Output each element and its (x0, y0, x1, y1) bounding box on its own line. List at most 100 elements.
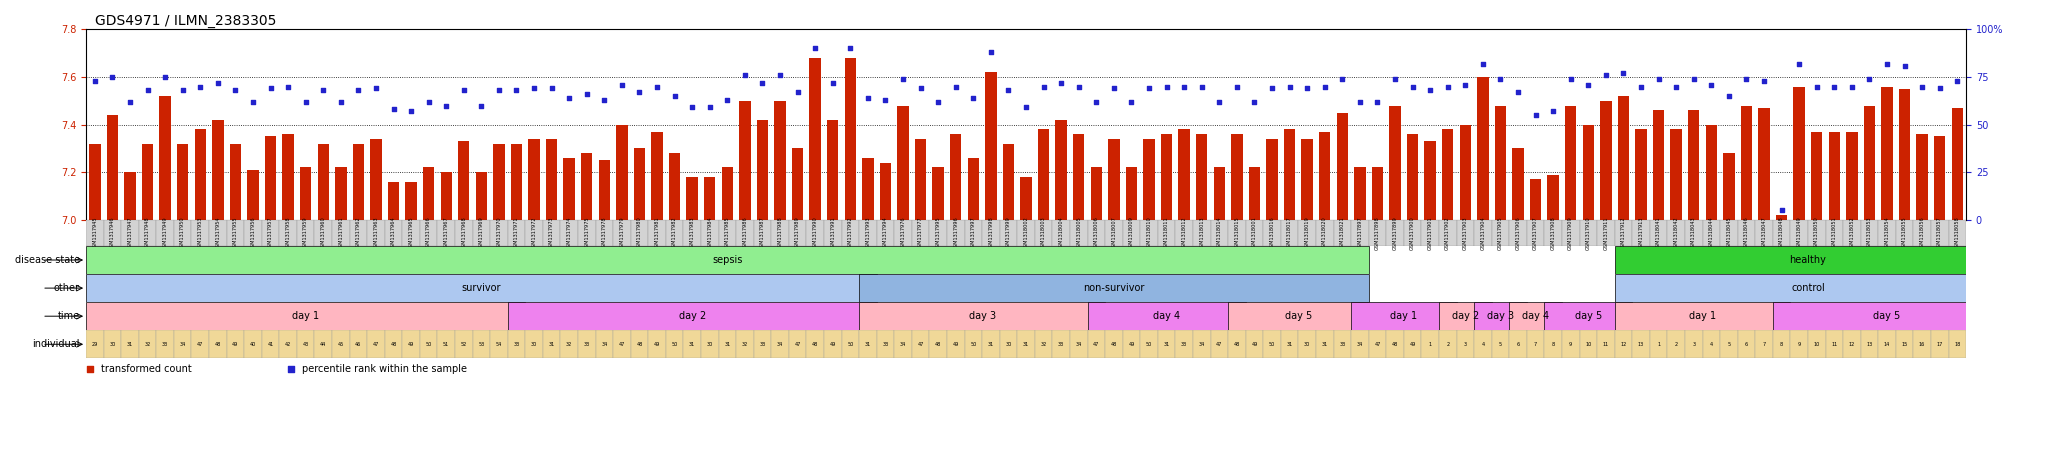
Bar (1284, 130, 1294, 220)
Bar (1737, 220, 1755, 246)
Text: 5: 5 (1499, 342, 1501, 347)
Point (1274, 83, 1307, 90)
Bar (651, 132, 664, 220)
Text: 33: 33 (1339, 342, 1346, 347)
Bar (1737, 330, 1755, 358)
Text: 31: 31 (864, 342, 870, 347)
Text: day 1: day 1 (1391, 311, 1417, 321)
Point (1151, 83, 1184, 90)
Point (1520, 111, 1552, 119)
Text: 34: 34 (602, 342, 608, 347)
Bar (1614, 274, 2001, 302)
Text: GSM1317946: GSM1317946 (111, 216, 115, 250)
Bar (508, 302, 877, 330)
Text: GSM1317947: GSM1317947 (127, 216, 133, 250)
Bar (1632, 220, 1651, 246)
Point (991, 87, 1024, 94)
Text: 31: 31 (549, 342, 555, 347)
Text: 31: 31 (1286, 342, 1292, 347)
Text: GSM1317953: GSM1317953 (199, 216, 203, 250)
Point (254, 85, 287, 92)
Bar (121, 220, 139, 246)
Point (1677, 75, 1710, 82)
Text: GSM1318019: GSM1318019 (1305, 216, 1309, 250)
Text: GSM1317981: GSM1317981 (655, 216, 659, 250)
Bar (1544, 330, 1563, 358)
Bar (543, 220, 561, 246)
Text: control: control (1792, 283, 1825, 293)
Text: GSM1317912: GSM1317912 (1620, 216, 1626, 250)
Point (1731, 75, 1763, 82)
Text: GSM1317948: GSM1317948 (145, 216, 150, 250)
Bar (1548, 174, 1559, 220)
Bar (1440, 302, 1491, 330)
Point (940, 83, 973, 90)
Bar (1161, 134, 1171, 220)
Text: 15: 15 (1901, 342, 1907, 347)
Point (535, 85, 567, 92)
Text: GSM1317996: GSM1317996 (952, 216, 958, 250)
Bar (1776, 215, 1788, 220)
Text: 41: 41 (268, 342, 274, 347)
Point (922, 98, 954, 106)
Text: other: other (53, 283, 80, 293)
Bar (596, 330, 612, 358)
Point (641, 83, 674, 90)
Text: GSM1317904: GSM1317904 (1481, 216, 1485, 250)
Bar (455, 330, 473, 358)
Bar (721, 168, 733, 220)
Point (1624, 83, 1657, 90)
Bar (1298, 330, 1317, 358)
Bar (1231, 134, 1243, 220)
Bar (1386, 220, 1403, 246)
Text: 51: 51 (442, 342, 449, 347)
Text: 47: 47 (1217, 342, 1223, 347)
Bar (297, 330, 315, 358)
Text: 47: 47 (197, 342, 203, 347)
Text: 9: 9 (1798, 342, 1800, 347)
Text: GSM1317973: GSM1317973 (549, 216, 555, 250)
Bar (1898, 89, 1911, 220)
Bar (1319, 132, 1331, 220)
Text: 7: 7 (1763, 342, 1765, 347)
Text: 10: 10 (1585, 342, 1591, 347)
Point (1221, 83, 1253, 90)
Point (1290, 85, 1323, 92)
Bar (1108, 139, 1120, 220)
Point (518, 85, 551, 92)
Bar (473, 330, 489, 358)
Bar (1352, 302, 1456, 330)
Bar (911, 330, 930, 358)
Bar (86, 330, 104, 358)
Point (868, 96, 901, 103)
Bar (1300, 139, 1313, 220)
Bar (352, 144, 365, 220)
Text: 30: 30 (1006, 342, 1012, 347)
Text: 3: 3 (1692, 342, 1696, 347)
Text: GSM1317964: GSM1317964 (391, 216, 395, 250)
Bar (1055, 120, 1067, 220)
Bar (315, 220, 332, 246)
Text: 29: 29 (92, 342, 98, 347)
Bar (475, 172, 487, 220)
Text: GSM1318013: GSM1318013 (1200, 216, 1204, 250)
Bar (160, 96, 170, 220)
Text: 11: 11 (1831, 342, 1837, 347)
Text: day 1: day 1 (293, 311, 319, 321)
Bar (735, 220, 754, 246)
Bar (1597, 220, 1614, 246)
Text: GSM1317956: GSM1317956 (250, 216, 256, 250)
Bar (823, 330, 842, 358)
Bar (1491, 220, 1509, 246)
Bar (705, 177, 715, 220)
Bar (1092, 168, 1102, 220)
Bar (1808, 330, 1825, 358)
Point (1888, 62, 1921, 69)
Point (1114, 98, 1147, 106)
Bar (1053, 330, 1069, 358)
Text: GSM1318004: GSM1318004 (1059, 216, 1063, 250)
Text: GSM1318001: GSM1318001 (1251, 216, 1257, 250)
Bar (1862, 330, 1878, 358)
Bar (666, 220, 684, 246)
Bar (547, 139, 557, 220)
